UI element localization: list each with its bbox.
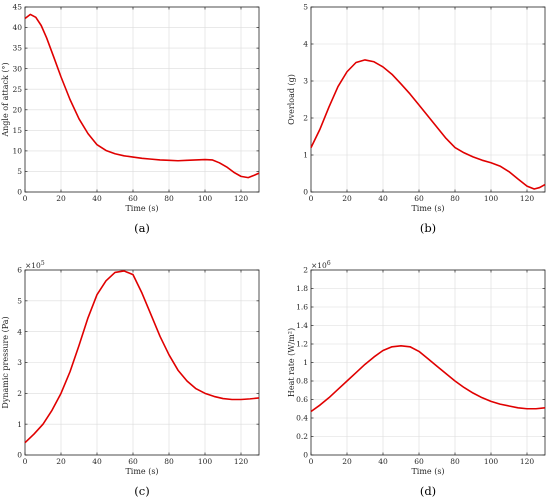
axis-multiplier-exponent: 5 [41,260,45,267]
axis-multiplier-base: ×10 [25,261,41,270]
y-tick-label: 0 [303,451,308,460]
x-tick-label: 40 [92,194,102,203]
y-tick-label: 2 [17,389,22,398]
y-tick-label: 0.8 [296,377,308,386]
y-tick-label: 4 [303,40,308,49]
y-tick-label: 3 [17,358,22,367]
x-tick-label: 120 [520,457,535,466]
x-tick-label: 120 [234,194,249,203]
y-tick-label: 40 [12,23,22,32]
x-tick-label: 120 [520,194,535,203]
y-tick-label: 1.6 [296,303,308,312]
panel-caption: (b) [420,221,436,235]
series-line [310,345,546,413]
series-line [24,270,260,444]
y-tick-label: 0.4 [296,414,308,423]
x-tick-label: 60 [128,457,138,466]
axis-multiplier-exponent: 6 [327,260,331,267]
panel-d: 0 20 40 60 80 100 120 0 0.2 0.4 0.6 0.8 1 1.2 1.4 1.6 1.… [287,260,546,498]
y-axis-label: Heat rate (W/m²) [287,328,296,397]
y-tick-label: 0.6 [296,395,308,404]
y-tick-label: 2 [303,114,308,123]
series-line [310,59,546,190]
series-line [24,13,260,179]
y-tick-label: 20 [12,105,22,114]
y-tick-label: 30 [12,64,22,73]
y-tick-label: 2 [303,266,308,275]
x-tick-label: 120 [234,457,249,466]
x-tick-label: 80 [450,457,460,466]
y-tick-label: 0 [17,188,22,197]
y-tick-label: 5 [303,3,308,12]
y-axis-label: Overload (g) [287,74,296,125]
y-tick-label: 35 [12,44,22,53]
x-axis-label: Time (s) [411,467,444,476]
plot-frame [310,6,546,193]
x-tick-label: 20 [342,194,352,203]
x-tick-label: 80 [164,194,174,203]
y-tick-label: 3 [303,77,308,86]
x-tick-label: 0 [23,457,28,466]
x-axis-label: Time (s) [125,204,158,213]
y-tick-label: 4 [17,327,22,336]
y-tick-label: 45 [12,3,22,12]
x-axis-label: Time (s) [411,204,444,213]
y-tick-label: 0 [17,451,22,460]
panel-b: 0 20 40 60 80 100 120 0 1 2 3 4 5 Time (s) Overload (g… [287,3,546,235]
plot-frame [24,6,260,193]
y-tick-label: 15 [12,126,22,135]
y-tick-label: 6 [17,266,22,275]
y-tick-label: 1.4 [296,321,308,330]
y-axis-label: Dynamic pressure (Pa) [1,316,10,408]
x-tick-label: 60 [414,457,424,466]
x-tick-label: 20 [56,194,66,203]
panel-caption: (a) [134,221,150,235]
y-axis-label: Angle of attack (°) [1,62,10,137]
x-tick-label: 60 [128,194,138,203]
y-tick-label: 10 [12,146,22,155]
y-tick-label: 1 [17,420,22,429]
y-tick-label: 0.2 [296,432,308,441]
x-tick-label: 80 [450,194,460,203]
axis-multiplier-base: ×10 [311,261,327,270]
x-tick-label: 100 [198,194,213,203]
y-tick-label: 25 [12,85,22,94]
x-tick-label: 60 [414,194,424,203]
y-tick-label: 5 [17,167,22,176]
y-tick-label: 1.8 [296,284,308,293]
x-tick-label: 40 [378,194,388,203]
y-tick-label: 5 [17,296,22,305]
x-tick-label: 0 [23,194,28,203]
x-tick-label: 100 [484,457,499,466]
axis-multiplier: ×106 [311,260,331,270]
axis-multiplier: ×105 [25,260,45,270]
y-tick-label: 1.2 [296,340,308,349]
x-tick-label: 100 [198,457,213,466]
x-tick-label: 20 [56,457,66,466]
x-tick-label: 0 [309,457,314,466]
x-tick-label: 40 [92,457,102,466]
y-tick-label: 1 [303,358,308,367]
x-tick-label: 40 [378,457,388,466]
y-tick-label: 0 [303,188,308,197]
x-tick-label: 80 [164,457,174,466]
x-tick-label: 20 [342,457,352,466]
panel-caption: (d) [420,484,436,498]
y-tick-label: 1 [303,151,308,160]
x-axis-label: Time (s) [125,467,158,476]
x-tick-label: 100 [484,194,499,203]
x-tick-label: 0 [309,194,314,203]
panel-caption: (c) [134,484,149,498]
panel-a: 0 20 40 60 80 100 120 0 5 10 15 20 25 30 35 40 45 Time (s… [1,3,260,235]
